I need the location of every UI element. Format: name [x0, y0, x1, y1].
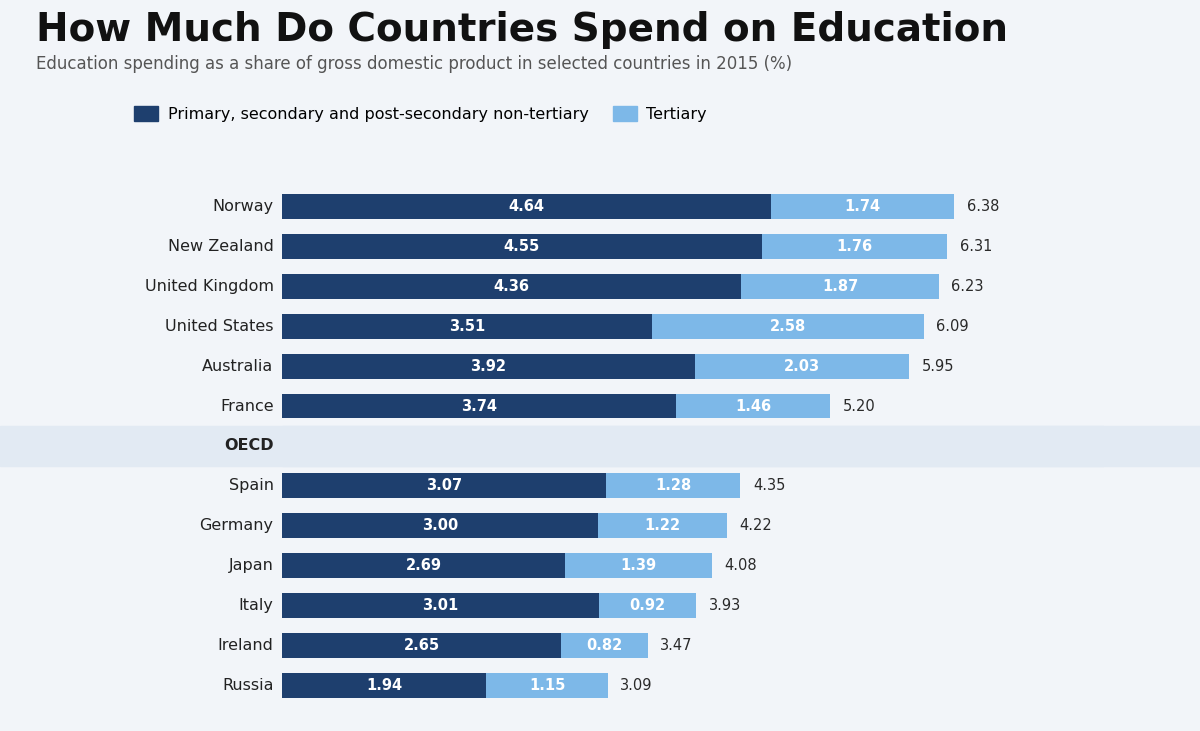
Text: Spain: Spain: [229, 478, 274, 493]
Text: 3.51: 3.51: [449, 439, 485, 453]
Bar: [282, 354, 695, 379]
Text: 2.58: 2.58: [769, 319, 806, 334]
Bar: [652, 314, 924, 338]
Text: 1.28: 1.28: [655, 478, 691, 493]
Text: Italy: Italy: [239, 598, 274, 613]
Bar: [486, 673, 607, 697]
Text: 4.22: 4.22: [739, 518, 772, 533]
Text: 5.03: 5.03: [824, 439, 863, 453]
Text: 4.08: 4.08: [725, 558, 757, 573]
Bar: [762, 234, 947, 259]
Bar: [282, 553, 565, 578]
Bar: [282, 274, 742, 299]
Bar: [652, 433, 812, 458]
Bar: [565, 553, 712, 578]
Bar: [282, 426, 1104, 466]
Text: 2.03: 2.03: [784, 359, 820, 374]
Bar: [282, 593, 599, 618]
Bar: [282, 314, 652, 338]
Bar: [282, 433, 652, 458]
Text: 6.31: 6.31: [960, 239, 992, 254]
Text: 2.69: 2.69: [406, 558, 442, 573]
Text: Australia: Australia: [203, 359, 274, 374]
Bar: [282, 234, 762, 259]
Text: United States: United States: [166, 319, 274, 334]
Bar: [599, 593, 696, 618]
Text: 1.15: 1.15: [529, 678, 565, 693]
Text: 1.76: 1.76: [836, 239, 872, 254]
Text: 1.46: 1.46: [736, 398, 772, 414]
Text: Education spending as a share of gross domestic product in selected countries in: Education spending as a share of gross d…: [36, 55, 792, 73]
Bar: [598, 513, 727, 538]
Text: How Much Do Countries Spend on Education: How Much Do Countries Spend on Education: [36, 11, 1008, 49]
Text: 3.01: 3.01: [422, 598, 458, 613]
Text: 3.07: 3.07: [426, 478, 462, 493]
Bar: [282, 474, 606, 498]
Text: 2.65: 2.65: [403, 637, 439, 653]
Text: 3.47: 3.47: [660, 637, 692, 653]
Text: 4.35: 4.35: [754, 478, 786, 493]
Text: 4.55: 4.55: [504, 239, 540, 254]
Text: 1.52: 1.52: [714, 439, 750, 453]
Text: United Kingdom: United Kingdom: [145, 279, 274, 294]
Text: 1.22: 1.22: [644, 518, 680, 533]
Text: 4.36: 4.36: [493, 279, 529, 294]
Bar: [606, 474, 740, 498]
Text: 3.92: 3.92: [470, 359, 506, 374]
Text: 6.09: 6.09: [936, 319, 970, 334]
Text: Japan: Japan: [229, 558, 274, 573]
Bar: [676, 394, 830, 418]
Text: New Zealand: New Zealand: [168, 239, 274, 254]
Text: 1.87: 1.87: [822, 279, 858, 294]
Text: OECD: OECD: [224, 439, 274, 453]
Text: Germany: Germany: [199, 518, 274, 533]
Text: 3.09: 3.09: [620, 678, 653, 693]
Bar: [695, 354, 910, 379]
Text: France: France: [220, 398, 274, 414]
Text: 5.95: 5.95: [922, 359, 954, 374]
Text: 3.00: 3.00: [422, 518, 458, 533]
Text: 1.39: 1.39: [620, 558, 656, 573]
Bar: [282, 633, 562, 658]
Legend: Primary, secondary and post-secondary non-tertiary, Tertiary: Primary, secondary and post-secondary no…: [128, 99, 713, 128]
Bar: [282, 513, 598, 538]
Text: 6.23: 6.23: [952, 279, 984, 294]
Text: 1.74: 1.74: [845, 199, 881, 214]
Bar: [282, 194, 770, 219]
Text: Ireland: Ireland: [217, 637, 274, 653]
Text: 3.74: 3.74: [461, 398, 497, 414]
Text: 1.94: 1.94: [366, 678, 402, 693]
Bar: [282, 394, 676, 418]
Text: 0.82: 0.82: [587, 637, 623, 653]
Text: Russia: Russia: [222, 678, 274, 693]
Text: 3.51: 3.51: [449, 319, 485, 334]
Text: 4.64: 4.64: [509, 199, 545, 214]
Bar: [770, 194, 954, 219]
Text: Norway: Norway: [212, 199, 274, 214]
Bar: [282, 673, 486, 697]
Bar: [742, 274, 938, 299]
Text: 3.93: 3.93: [709, 598, 742, 613]
Bar: [562, 633, 648, 658]
Text: 0.92: 0.92: [630, 598, 666, 613]
Text: 6.38: 6.38: [967, 199, 1000, 214]
Text: 5.20: 5.20: [842, 398, 875, 414]
